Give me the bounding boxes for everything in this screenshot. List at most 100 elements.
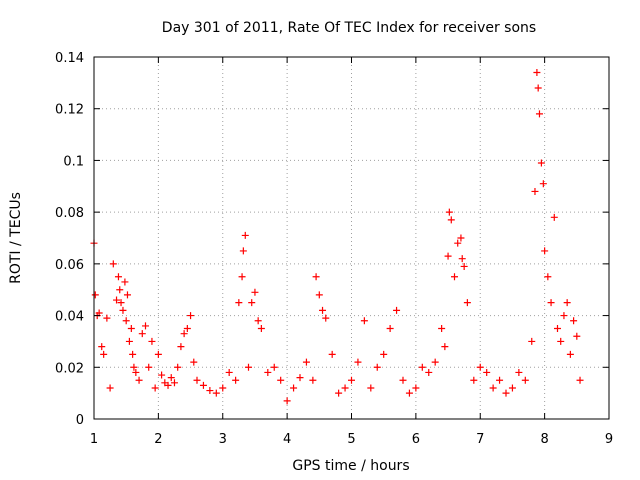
data-point xyxy=(573,332,581,340)
data-point xyxy=(135,376,143,384)
x-tick-label: 4 xyxy=(283,432,291,447)
data-point xyxy=(515,368,523,376)
data-point xyxy=(235,299,243,307)
data-point xyxy=(470,376,478,384)
data-point xyxy=(148,337,156,345)
data-point xyxy=(212,389,220,397)
data-point xyxy=(109,260,117,268)
y-tick-label: 0.1 xyxy=(63,154,84,169)
data-point xyxy=(116,286,124,294)
data-point xyxy=(125,337,133,345)
data-point xyxy=(193,376,201,384)
data-point xyxy=(557,337,565,345)
data-point xyxy=(563,299,571,307)
y-tick-label: 0.06 xyxy=(55,258,84,273)
data-point xyxy=(119,306,127,314)
data-point xyxy=(315,291,323,299)
data-point xyxy=(445,208,453,216)
data-point xyxy=(535,110,543,118)
data-point xyxy=(460,262,468,270)
data-point xyxy=(239,247,247,255)
data-point xyxy=(129,350,137,358)
data-point xyxy=(489,384,497,392)
data-point xyxy=(367,384,375,392)
data-point xyxy=(132,368,140,376)
x-tick-label: 8 xyxy=(540,432,548,447)
data-point xyxy=(348,376,355,384)
data-point xyxy=(187,312,195,320)
x-tick-label: 1 xyxy=(90,432,98,447)
data-point xyxy=(113,296,121,304)
x-tick-label: 6 xyxy=(412,432,420,447)
y-tick-label: 0.14 xyxy=(55,51,84,66)
data-point xyxy=(296,374,304,382)
data-point xyxy=(100,350,108,358)
x-axis-label: GPS time / hours xyxy=(292,458,409,474)
data-point xyxy=(174,363,182,371)
data-point xyxy=(341,384,349,392)
data-point xyxy=(570,317,578,325)
y-tick-label: 0.04 xyxy=(55,310,84,325)
data-point xyxy=(319,306,327,314)
chart-title: Day 301 of 2011, Rate Of TEC Index for r… xyxy=(162,20,536,36)
data-point xyxy=(457,234,465,242)
data-point xyxy=(458,255,466,263)
data-point xyxy=(154,350,162,358)
data-point xyxy=(127,325,135,332)
data-point xyxy=(257,325,265,332)
data-point xyxy=(238,273,246,281)
data-point xyxy=(483,368,491,376)
data-point xyxy=(541,247,549,255)
data-point xyxy=(103,314,111,322)
data-point xyxy=(496,376,504,384)
data-point xyxy=(463,299,471,307)
data-point xyxy=(225,368,233,376)
data-point xyxy=(232,376,240,384)
data-point xyxy=(245,363,252,371)
data-point xyxy=(106,384,114,392)
data-point xyxy=(114,273,122,281)
data-point xyxy=(248,299,256,307)
data-point xyxy=(138,330,146,338)
data-point xyxy=(180,330,188,338)
data-point xyxy=(447,216,455,224)
y-tick-label: 0.12 xyxy=(55,103,84,118)
data-point xyxy=(528,337,536,345)
data-point xyxy=(438,325,446,332)
data-point xyxy=(122,317,130,325)
data-point xyxy=(451,273,458,281)
data-point xyxy=(290,384,298,392)
data-point xyxy=(418,363,426,371)
data-point xyxy=(537,159,545,167)
data-point xyxy=(399,376,407,384)
data-point xyxy=(393,306,401,314)
data-point xyxy=(277,376,285,384)
data-point xyxy=(158,371,166,379)
grid-lines xyxy=(94,57,609,419)
data-point xyxy=(521,376,529,384)
y-tick-label: 0 xyxy=(76,413,84,428)
data-point xyxy=(199,381,207,389)
data-point xyxy=(121,278,129,286)
data-point xyxy=(270,363,278,371)
data-point xyxy=(360,317,368,325)
data-point xyxy=(380,350,388,358)
data-point xyxy=(177,343,185,351)
data-point xyxy=(441,343,449,351)
x-tick-label: 2 xyxy=(154,432,162,447)
data-point xyxy=(476,363,484,371)
data-point xyxy=(167,374,175,382)
data-point xyxy=(130,363,138,371)
data-point xyxy=(241,231,249,239)
data-point xyxy=(502,389,510,397)
data-point xyxy=(183,325,191,332)
data-point xyxy=(576,376,584,384)
data-point xyxy=(302,358,310,366)
data-point xyxy=(554,325,561,332)
data-point xyxy=(534,84,542,92)
data-point xyxy=(251,288,259,296)
x-tick-label: 3 xyxy=(219,432,227,447)
data-point xyxy=(98,343,106,351)
data-point xyxy=(550,213,558,221)
data-point xyxy=(309,376,317,384)
